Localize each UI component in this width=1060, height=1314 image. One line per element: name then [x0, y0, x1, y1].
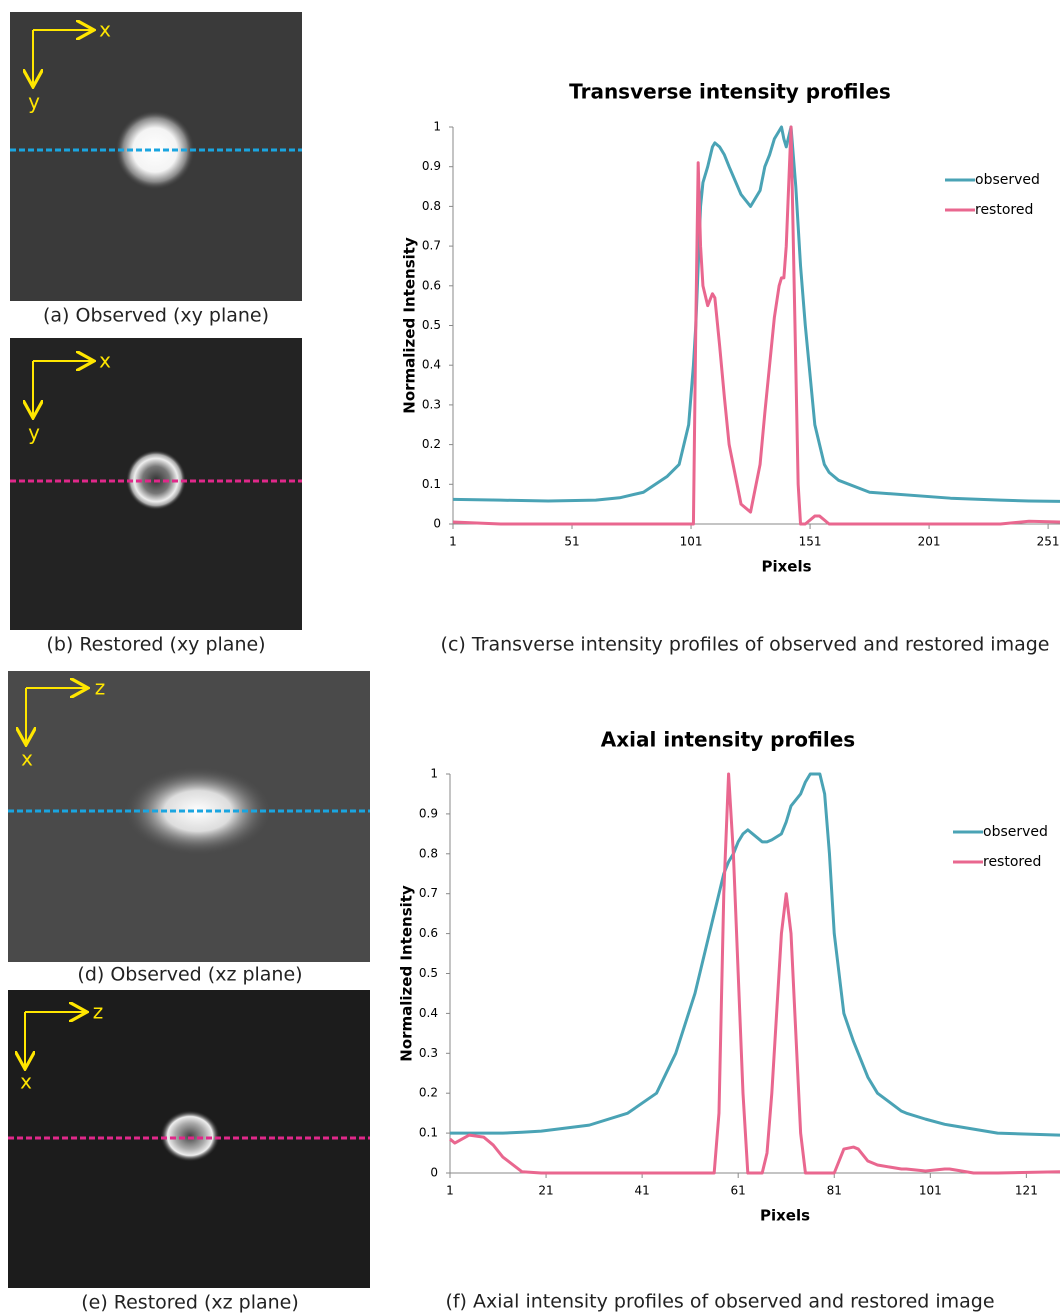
legend-label: restored	[975, 202, 1033, 218]
axis-label: y	[28, 90, 40, 114]
x-axis-label: Pixels	[761, 558, 811, 576]
line-series	[452, 125, 1060, 503]
line-series	[450, 772, 1060, 1137]
y-tick-label: 0.2	[419, 1086, 438, 1100]
y-tick-label: 0.9	[419, 806, 438, 820]
x-tick-label: 201	[918, 535, 941, 549]
x-tick-label: 251	[1037, 535, 1060, 549]
y-tick-label: 1	[430, 767, 438, 781]
y-tick-label: 0.5	[422, 318, 441, 332]
x-tick-label: 1	[449, 535, 457, 549]
image-b: x y (b) Restored (xy plane)	[10, 338, 302, 656]
x-axis-label: Pixels	[760, 1207, 810, 1225]
image-e: z x (e) Restored (xz plane)	[8, 990, 370, 1314]
y-tick-label: 0	[430, 1166, 438, 1180]
y-tick-label: 0.9	[422, 159, 441, 173]
legend-label: restored	[983, 854, 1041, 870]
y-tick-label: 0.5	[419, 966, 438, 980]
y-tick-label: 0.7	[422, 239, 441, 253]
image-a: x y (a) Observed (xy plane)	[10, 12, 302, 327]
y-tick-label: 0.2	[422, 437, 441, 451]
x-tick-label: 61	[731, 1184, 746, 1198]
caption: (a) Observed (xy plane)	[43, 305, 269, 327]
x-tick-label: 151	[799, 535, 822, 549]
x-tick-label: 81	[827, 1184, 842, 1198]
axis-label: x	[21, 747, 33, 771]
y-tick-label: 0.3	[422, 397, 441, 411]
caption: (c) Transverse intensity profiles of obs…	[441, 634, 1050, 656]
axis-label: y	[28, 421, 40, 445]
y-tick-label: 0.6	[422, 278, 441, 292]
x-tick-label: 101	[680, 535, 703, 549]
legend-label: observed	[975, 172, 1040, 188]
caption: (e) Restored (xz plane)	[81, 1292, 299, 1314]
y-axis-label: Normalized Intensity	[398, 885, 416, 1062]
y-axis-label: Normalized Intensity	[401, 237, 419, 414]
y-tick-label: 0.6	[419, 926, 438, 940]
axis-label: z	[93, 1000, 104, 1024]
caption: (d) Observed (xz plane)	[77, 964, 302, 986]
axis-label: x	[99, 349, 111, 373]
caption: (b) Restored (xy plane)	[46, 634, 265, 656]
y-tick-label: 0.4	[419, 1006, 438, 1020]
line-series	[452, 125, 1060, 526]
line-series	[449, 772, 1060, 1175]
x-tick-label: 121	[1015, 1184, 1038, 1198]
y-tick-label: 0.8	[422, 199, 441, 213]
x-tick-label: 101	[919, 1184, 942, 1198]
chart-title: Transverse intensity profiles	[569, 80, 891, 104]
y-tick-label: 0.1	[419, 1126, 438, 1140]
axis-label: z	[95, 676, 106, 700]
axis-label: x	[99, 18, 111, 42]
y-tick-label: 0.8	[419, 846, 438, 860]
axis-label: x	[20, 1070, 32, 1094]
y-tick-label: 0.7	[419, 886, 438, 900]
caption: (f) Axial intensity profiles of observed…	[445, 1291, 994, 1313]
image-d: z x (d) Observed (xz plane)	[8, 671, 370, 986]
y-tick-label: 0	[433, 517, 441, 531]
y-tick-label: 0.4	[422, 358, 441, 372]
x-tick-label: 21	[538, 1184, 553, 1198]
y-tick-label: 0.1	[422, 477, 441, 491]
x-tick-label: 41	[634, 1184, 649, 1198]
x-tick-label: 1	[446, 1184, 454, 1198]
y-tick-label: 1	[433, 120, 441, 134]
chart-title: Axial intensity profiles	[601, 728, 855, 752]
x-tick-label: 51	[564, 535, 579, 549]
y-tick-label: 0.3	[419, 1046, 438, 1060]
legend-label: observed	[983, 824, 1048, 840]
